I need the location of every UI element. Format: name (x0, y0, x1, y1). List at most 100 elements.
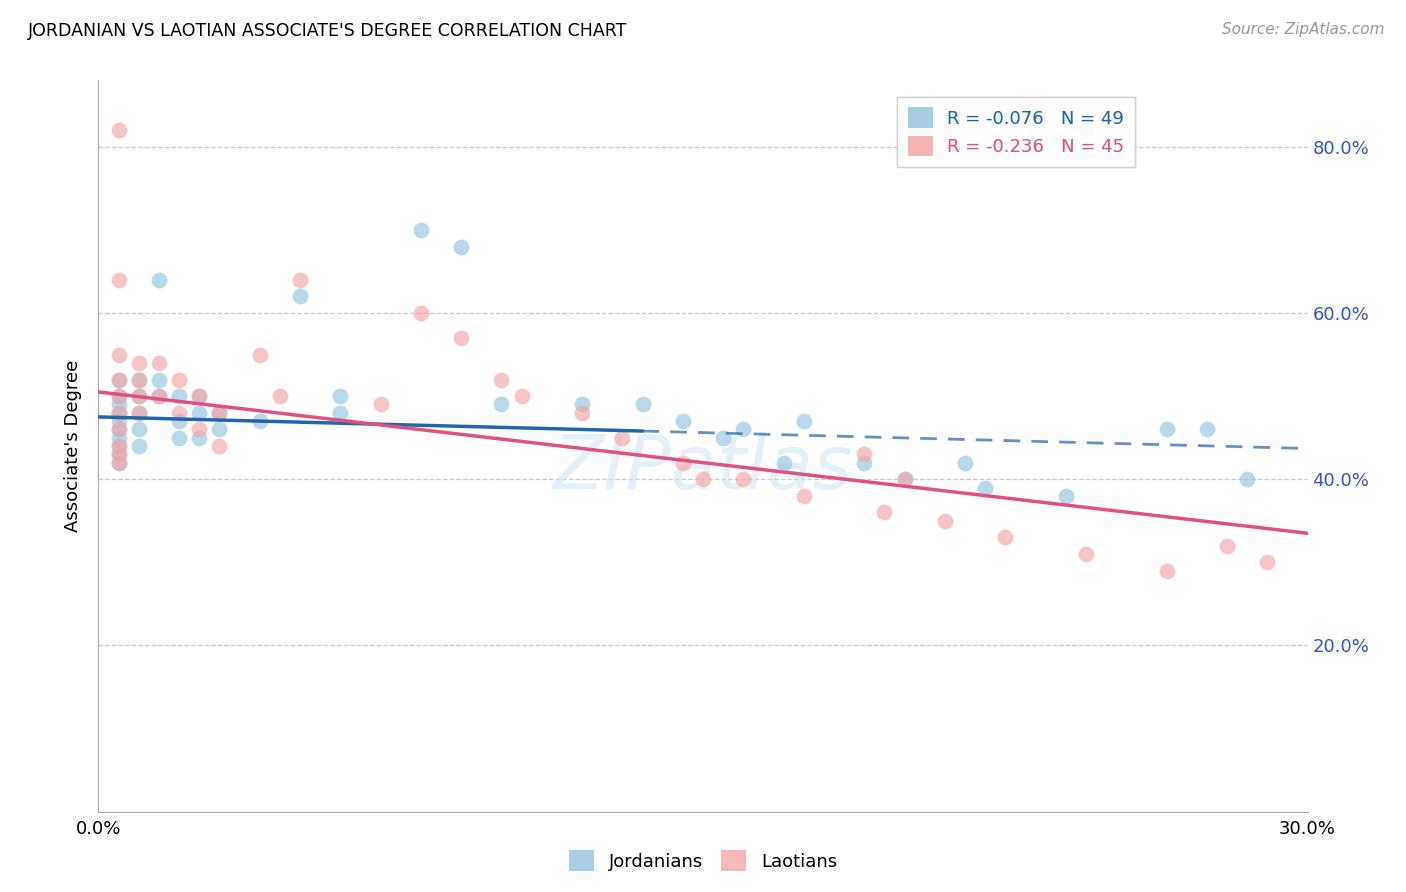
Text: Source: ZipAtlas.com: Source: ZipAtlas.com (1222, 22, 1385, 37)
Point (793, 414, 815, 428)
Point (107, 406, 129, 420)
Point (974, 481, 997, 495)
Point (733, 422, 755, 436)
Point (148, 372, 170, 386)
Point (208, 422, 231, 436)
Point (793, 489, 815, 503)
Legend: R = -0.076   N = 49, R = -0.236   N = 45: R = -0.076 N = 49, R = -0.236 N = 45 (897, 96, 1135, 167)
Point (107, 273, 129, 287)
Point (188, 422, 211, 436)
Point (1216, 539, 1239, 553)
Point (1156, 564, 1178, 578)
Point (148, 389, 170, 403)
Point (853, 447, 876, 461)
Point (612, 431, 634, 445)
Point (893, 472, 915, 486)
Point (491, 397, 513, 411)
Point (107, 447, 129, 461)
Point (188, 389, 211, 403)
Point (288, 273, 311, 287)
Point (148, 273, 170, 287)
Point (288, 289, 311, 303)
Point (269, 389, 291, 403)
Point (491, 372, 513, 386)
Point (571, 406, 593, 420)
Point (329, 406, 352, 420)
Point (208, 439, 231, 453)
Point (128, 389, 150, 403)
Point (107, 456, 129, 470)
Point (107, 439, 129, 453)
Point (167, 372, 190, 386)
Point (853, 456, 876, 470)
Point (107, 347, 129, 362)
Legend: Jordanians, Laotians: Jordanians, Laotians (562, 843, 844, 879)
Point (208, 406, 231, 420)
Point (167, 414, 190, 428)
Point (1074, 123, 1097, 137)
Point (934, 514, 956, 528)
Text: JORDANIAN VS LAOTIAN ASSOCIATE'S DEGREE CORRELATION CHART: JORDANIAN VS LAOTIAN ASSOCIATE'S DEGREE … (28, 22, 627, 40)
Point (128, 406, 150, 420)
Point (107, 422, 129, 436)
Text: ZIPatlas: ZIPatlas (553, 432, 853, 504)
Point (107, 422, 129, 436)
Point (128, 372, 150, 386)
Point (370, 397, 392, 411)
Point (107, 397, 129, 411)
Point (188, 431, 211, 445)
Point (873, 506, 896, 520)
Point (148, 389, 170, 403)
Point (107, 414, 129, 428)
Point (188, 389, 211, 403)
Point (167, 406, 190, 420)
Point (128, 356, 150, 370)
Point (107, 406, 129, 420)
Point (128, 389, 150, 403)
Point (450, 239, 472, 253)
Point (249, 347, 271, 362)
Point (631, 397, 654, 411)
Point (188, 406, 211, 420)
Point (953, 456, 976, 470)
Point (107, 372, 129, 386)
Point (148, 356, 170, 370)
Point (107, 389, 129, 403)
Point (128, 406, 150, 420)
Point (128, 422, 150, 436)
Point (128, 439, 150, 453)
Point (1256, 555, 1278, 569)
Point (167, 389, 190, 403)
Point (409, 306, 432, 320)
Point (1074, 547, 1097, 561)
Point (208, 406, 231, 420)
Point (167, 431, 190, 445)
Point (672, 456, 695, 470)
Point (1195, 422, 1218, 436)
Point (672, 414, 695, 428)
Point (409, 223, 432, 237)
Point (510, 389, 533, 403)
Point (772, 456, 794, 470)
Point (1156, 422, 1178, 436)
Point (128, 372, 150, 386)
Point (107, 372, 129, 386)
Point (107, 431, 129, 445)
Point (711, 431, 734, 445)
Point (107, 456, 129, 470)
Point (1236, 472, 1258, 486)
Point (107, 447, 129, 461)
Point (107, 389, 129, 403)
Point (893, 472, 915, 486)
Point (329, 389, 352, 403)
Y-axis label: Associate's Degree: Associate's Degree (65, 359, 83, 533)
Point (733, 472, 755, 486)
Point (107, 439, 129, 453)
Point (1054, 489, 1077, 503)
Point (249, 414, 271, 428)
Point (692, 472, 714, 486)
Point (994, 530, 1017, 544)
Point (107, 123, 129, 137)
Point (450, 331, 472, 345)
Point (571, 397, 593, 411)
